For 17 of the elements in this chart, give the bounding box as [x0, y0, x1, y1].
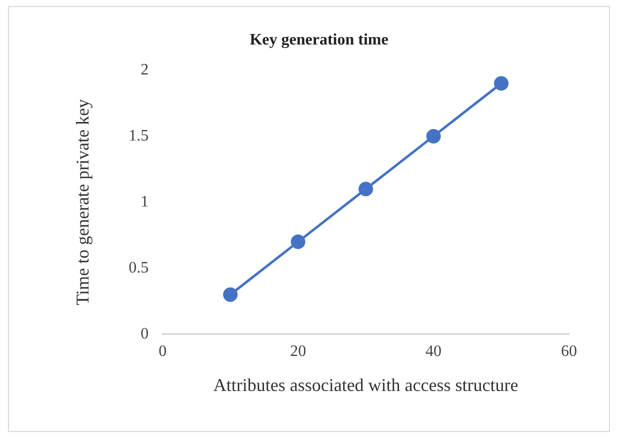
point [358, 182, 374, 196]
point [426, 128, 441, 144]
point [290, 234, 306, 250]
y-axis-title: Time to generate private key [72, 99, 93, 306]
point [223, 287, 238, 302]
x-axis-title: Attributes associated with access structure [213, 374, 518, 395]
y-tick-label: 0 [140, 325, 149, 342]
y-tick-label: 1.5 [128, 127, 149, 144]
x-tick-label: 60 [561, 343, 577, 360]
y-tick-label: 0.5 [128, 259, 149, 276]
x-tick-label: 0 [158, 343, 167, 360]
chart-title: Key generation time [250, 32, 388, 49]
y-tick-label: 1 [140, 193, 149, 210]
x-tick-label: 40 [426, 343, 442, 360]
x-tick-label: 20 [290, 343, 306, 360]
point [494, 76, 509, 91]
y-tick-label: 2 [140, 61, 149, 78]
